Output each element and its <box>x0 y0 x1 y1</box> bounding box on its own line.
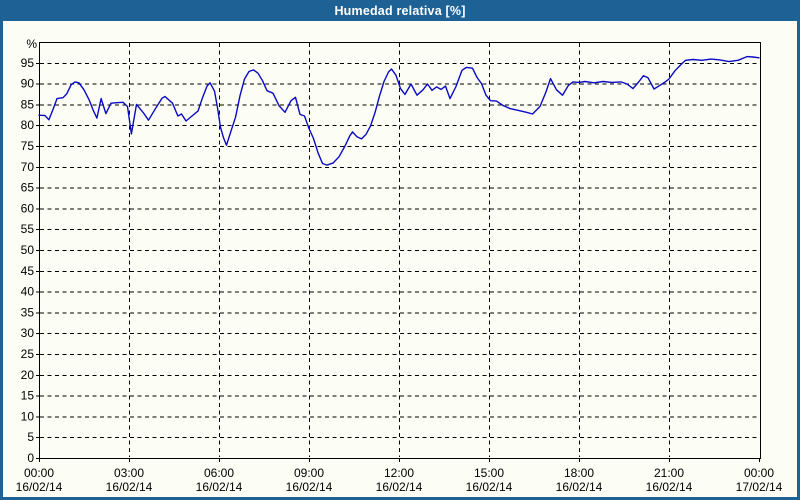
y-axis-label: 10 <box>21 409 35 423</box>
x-axis-tick-time: 12:00 <box>384 466 414 480</box>
y-axis-label: 65 <box>21 181 35 195</box>
x-axis-tick-date: 16/02/14 <box>16 480 63 494</box>
chart-panel <box>3 21 797 497</box>
x-axis-tick-time: 00:00 <box>744 466 774 480</box>
y-axis-label: 45 <box>21 264 35 278</box>
x-axis-tick-date: 16/02/14 <box>376 480 423 494</box>
x-axis-tick-date: 16/02/14 <box>556 480 603 494</box>
x-axis-tick-time: 21:00 <box>654 466 684 480</box>
y-axis-label: 55 <box>21 222 35 236</box>
humidity-series-line <box>38 55 760 166</box>
y-axis-label: 80 <box>21 118 35 132</box>
y-axis-label: 35 <box>21 305 35 319</box>
y-axis-label: 25 <box>21 347 35 361</box>
window-title: Humedad relativa [%] <box>334 3 466 18</box>
y-axis-label: 70 <box>21 160 35 174</box>
y-axis-label: 75 <box>21 139 35 153</box>
y-axis-label: 30 <box>21 326 35 340</box>
y-axis-label: 90 <box>21 77 35 91</box>
y-axis-label: 0 <box>27 451 34 465</box>
y-axis-label: 20 <box>21 368 35 382</box>
x-axis-tick-date: 16/02/14 <box>196 480 243 494</box>
x-axis-tick-date: 16/02/14 <box>106 480 153 494</box>
window-title-bar[interactable]: Humedad relativa [%] <box>0 0 800 21</box>
x-axis-tick-time: 09:00 <box>294 466 324 480</box>
x-axis-tick-time: 00:00 <box>24 466 54 480</box>
y-axis-label: 85 <box>21 97 35 111</box>
y-axis-label: 40 <box>21 285 35 299</box>
x-axis-tick-time: 15:00 <box>474 466 504 480</box>
x-axis-tick-time: 06:00 <box>204 466 234 480</box>
x-axis-tick-time: 03:00 <box>114 466 144 480</box>
y-axis-label: 15 <box>21 389 35 403</box>
x-axis-tick-time: 18:00 <box>564 466 594 480</box>
x-axis-tick-date: 17/02/14 <box>736 480 783 494</box>
y-axis-label: 60 <box>21 201 35 215</box>
y-axis-label: 50 <box>21 243 35 257</box>
x-axis-tick-date: 16/02/14 <box>466 480 513 494</box>
x-axis-tick-date: 16/02/14 <box>286 480 333 494</box>
y-axis-unit-label: % <box>26 37 37 51</box>
y-axis-label: 5 <box>27 430 34 444</box>
x-axis-tick-date: 16/02/14 <box>646 480 693 494</box>
y-axis-label: 95 <box>21 56 35 70</box>
